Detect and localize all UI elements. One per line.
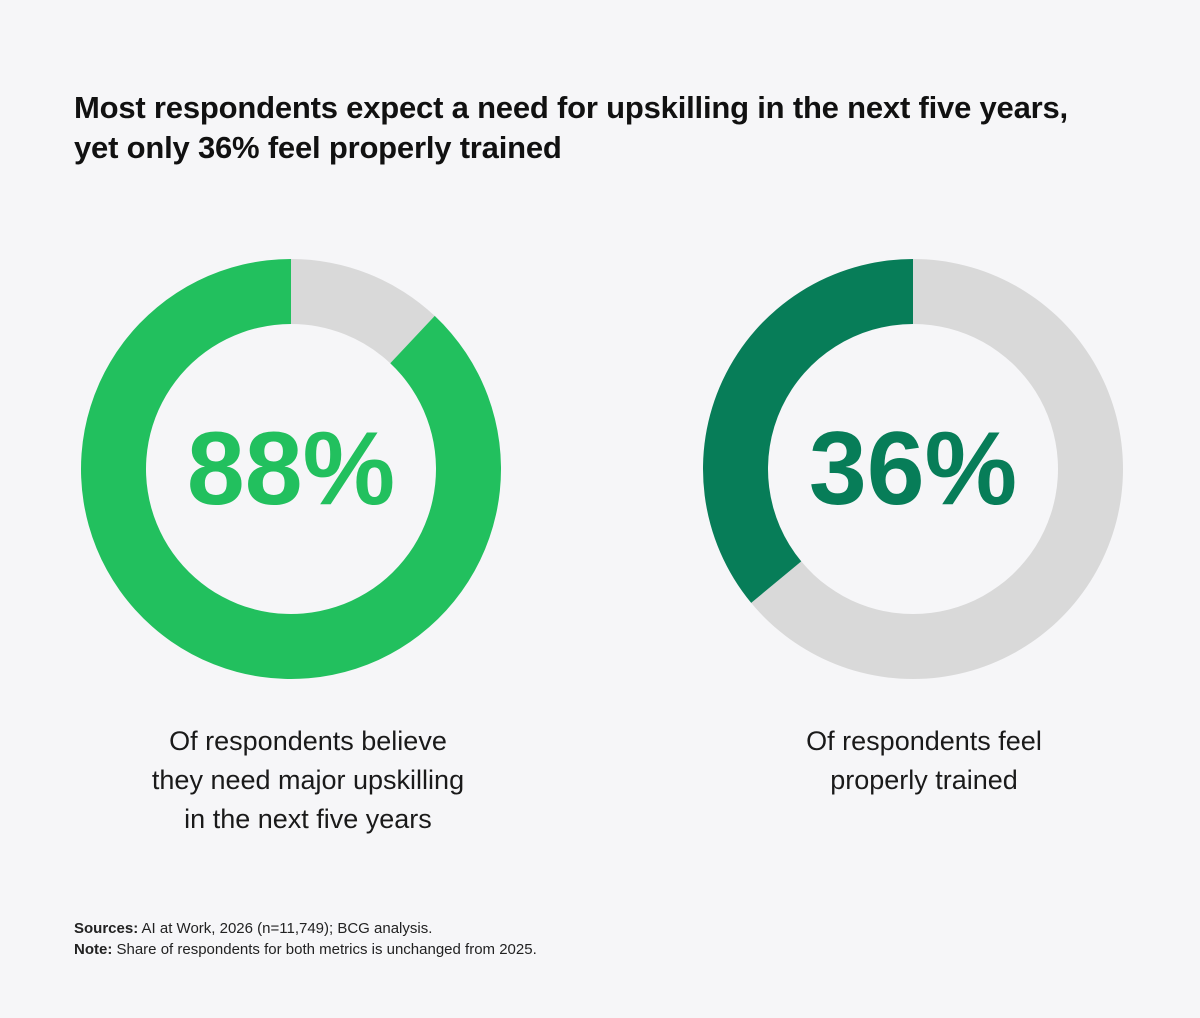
sources-text: AI at Work, 2026 (n=11,749); BCG analysi… [138, 920, 433, 937]
sources-label: Sources: [74, 920, 139, 937]
caption-line: Of respondents feel [806, 726, 1042, 756]
center-label-88: 88% [187, 411, 395, 527]
caption-upskilling: Of respondents believe they need major u… [88, 722, 528, 839]
donut-segment-value [80, 259, 501, 679]
caption-line: properly trained [830, 765, 1018, 795]
note-footnote: Note: Share of respondents for both metr… [74, 939, 537, 960]
donut-segment-remainder [751, 259, 1123, 679]
donut-segment-value [703, 259, 913, 603]
chart-title: Most respondents expect a need for upski… [74, 90, 1068, 165]
donut-chart-trained: 36% [703, 259, 1123, 679]
caption-line: they need major upskilling [151, 765, 465, 795]
note-label: Note: [74, 941, 113, 958]
center-label-36: 36% [809, 411, 1017, 527]
donut-segment-remainder [291, 259, 435, 364]
note-text: Share of respondents for both metrics is… [112, 941, 537, 958]
donut-chart-upskilling: 88% [80, 259, 501, 679]
caption-line: Of respondents believe [169, 726, 447, 756]
caption-trained: Of respondents feel properly trained [704, 722, 1144, 800]
sources-footnote: Sources: AI at Work, 2026 (n=11,749); BC… [74, 918, 432, 939]
caption-line: in the next five years [184, 804, 432, 834]
